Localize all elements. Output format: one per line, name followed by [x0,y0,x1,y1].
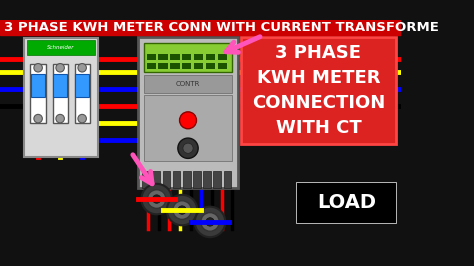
Text: 3 PHASE KWH METER CONN WITH CURRENT TRANSFORME: 3 PHASE KWH METER CONN WITH CURRENT TRAN… [4,21,439,34]
Bar [74,64,90,123]
Bar [0,20,401,35]
Bar [144,74,232,93]
Bar [153,171,160,188]
Bar [241,37,396,144]
Circle shape [153,195,161,203]
Circle shape [183,143,193,153]
Bar [144,95,232,161]
Bar [27,40,95,55]
Bar [146,54,156,60]
Bar [138,37,238,188]
Text: Schneider: Schneider [47,45,75,50]
Bar [24,38,98,157]
Bar [213,171,221,188]
Circle shape [141,184,172,214]
Circle shape [178,206,186,214]
Bar [182,63,191,69]
Bar [173,171,181,188]
Bar [54,74,67,97]
Circle shape [173,201,191,219]
Bar [146,63,156,69]
Bar [206,63,215,69]
Circle shape [178,138,198,159]
Bar [224,171,231,188]
Bar [158,63,168,69]
Bar [75,74,89,97]
Text: LOAD: LOAD [317,193,376,212]
Bar [182,54,191,60]
Bar [158,54,168,60]
Circle shape [34,64,42,72]
Circle shape [34,114,42,123]
Circle shape [201,213,219,231]
Bar [193,171,201,188]
Bar [206,54,215,60]
Circle shape [78,64,86,72]
Circle shape [78,114,86,123]
Bar [183,171,191,188]
Circle shape [56,114,64,123]
Circle shape [206,218,214,226]
Bar [170,63,180,69]
Bar [194,63,203,69]
Text: 3 PHASE
KWH METER
CONNECTION
WITH CT: 3 PHASE KWH METER CONNECTION WITH CT [252,44,385,137]
Bar [218,63,227,69]
Circle shape [56,64,64,72]
Bar [203,171,211,188]
Bar [218,54,227,60]
Bar [31,74,45,97]
Bar [53,64,68,123]
Bar [170,54,180,60]
Circle shape [167,195,197,225]
Circle shape [180,112,197,129]
Bar [194,54,203,60]
Bar [296,182,396,223]
Bar [144,43,232,72]
Text: CONTR: CONTR [176,81,200,87]
Bar [163,171,170,188]
Circle shape [195,207,225,237]
Bar [30,64,46,123]
Bar [142,171,150,188]
Circle shape [147,190,166,208]
